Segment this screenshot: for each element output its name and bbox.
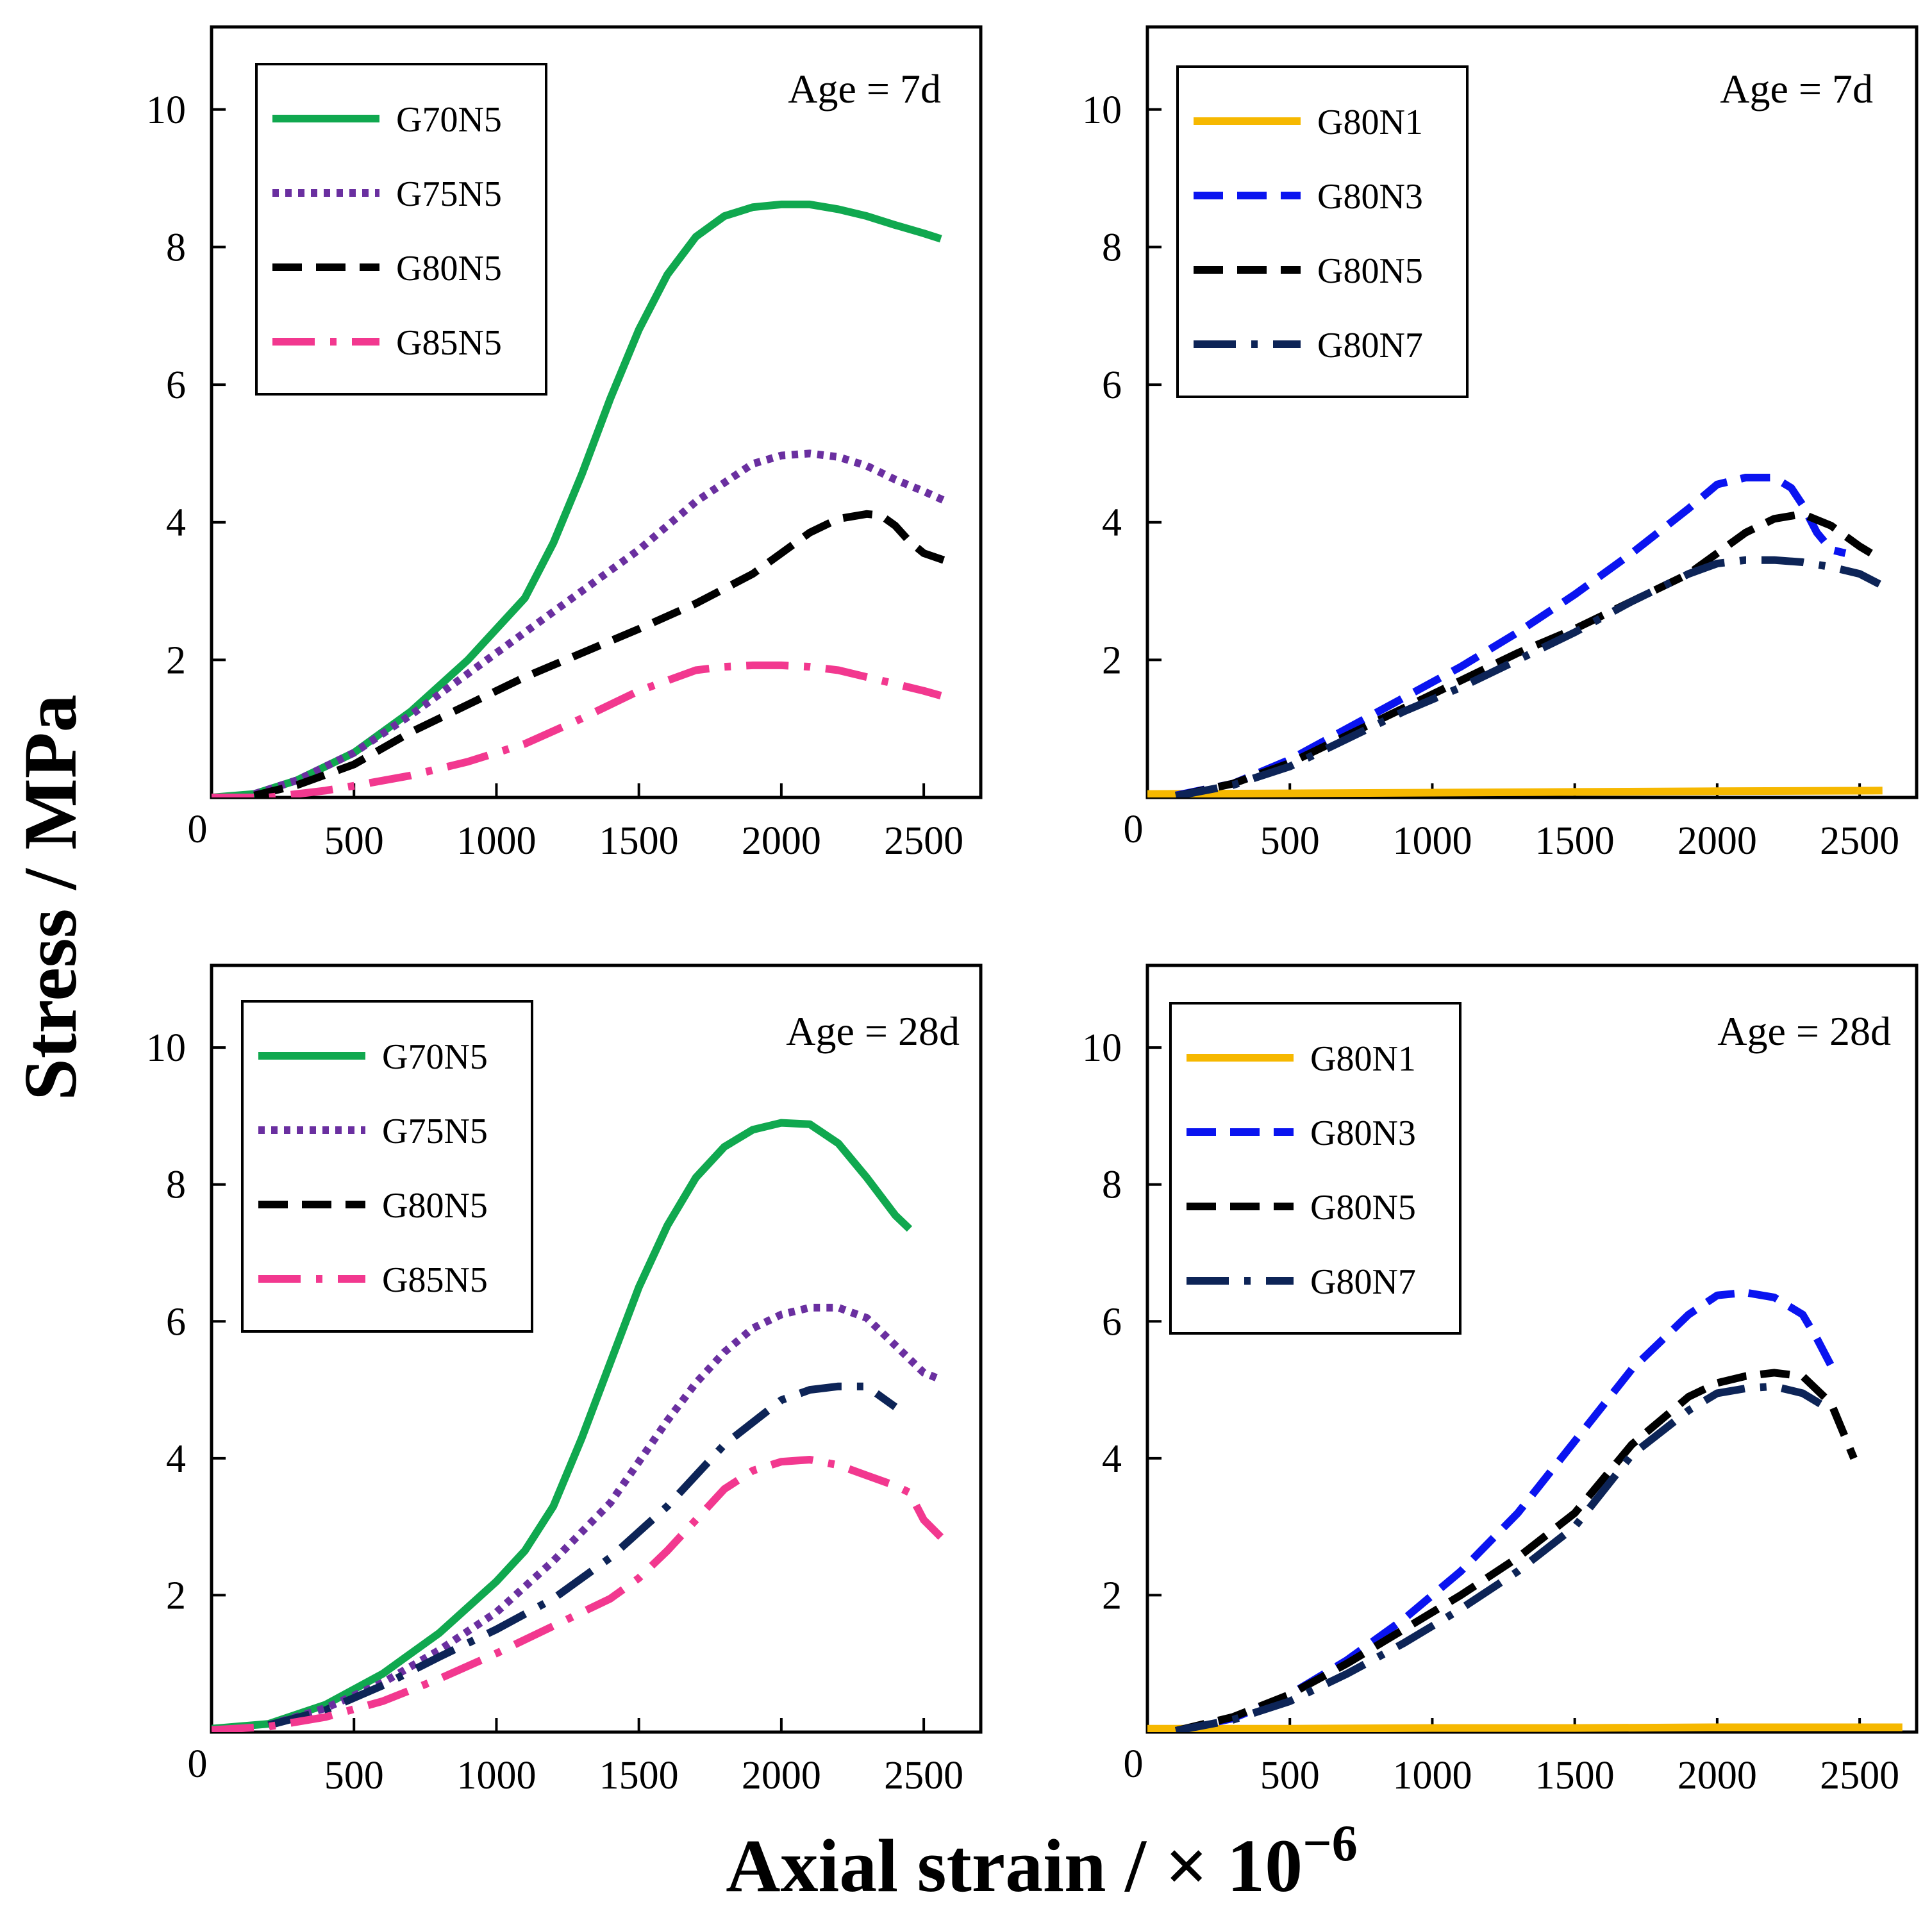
x-tick-label: 2000 [1678, 1754, 1757, 1797]
series-line-g80n7 [267, 1382, 898, 1730]
legend-label-g70n5: G70N5 [382, 1037, 488, 1077]
y-tick-label: 4 [166, 1437, 186, 1481]
series-line-g80n1 [1147, 1723, 1903, 1732]
x-tick-label: 2000 [1678, 819, 1757, 863]
panel-top-left: 2 4 6 8 10 500 1000 1500 2000 2500 0 Age = 7d G70N5 G… [146, 25, 983, 863]
series-line-g80n3 [1175, 474, 1847, 797]
legend-label-g75n5: G75N5 [382, 1112, 488, 1151]
panel-bottom-left: 2 4 6 8 10 500 1000 1500 2000 2500 0 Age = 28d G70N5… [146, 963, 983, 1797]
y-tick-label: 4 [1102, 1437, 1122, 1481]
x-tick-label: 1000 [1392, 819, 1472, 863]
y-axis-title: Stress / MPa [8, 694, 92, 1101]
x-tick-label: 1500 [1535, 1754, 1615, 1797]
age-annotation: Age = 28d [1717, 1008, 1891, 1054]
y-tick-label: 10 [146, 88, 186, 132]
y-tick-label: 8 [166, 1163, 186, 1207]
series-line-g70n5 [212, 1119, 913, 1732]
panel-bottom-right: 2 4 6 8 10 500 1000 1500 2000 2500 0 Age = 28d G80N1… [1082, 963, 1919, 1797]
x-tick-label: 2000 [742, 1754, 821, 1797]
y-tick-label: 6 [1102, 363, 1122, 407]
y-tick-label: 2 [1102, 638, 1122, 682]
x-tick-label: 2500 [884, 819, 963, 863]
legend-label-g70n5: G70N5 [396, 100, 502, 140]
x-tick-label: 2500 [884, 1754, 963, 1797]
age-annotation: Age = 28d [786, 1008, 960, 1054]
y-tick-label: 4 [166, 501, 186, 545]
y-tick-label: 8 [166, 226, 186, 269]
legend-label-g85n5: G85N5 [396, 323, 502, 363]
series-line-g80n1 [1147, 787, 1883, 797]
age-annotation: Age = 7d [1720, 66, 1873, 112]
plot-frame [1145, 963, 1919, 1734]
legend-label-g80n3: G80N3 [1317, 177, 1423, 217]
x-tick-label: 500 [1260, 1754, 1320, 1797]
y-tick-label: 6 [1102, 1300, 1122, 1344]
y-tick-label: 8 [1102, 1163, 1122, 1207]
legend-label-g80n1: G80N1 [1317, 103, 1423, 142]
legend-label-g80n7: G80N7 [1310, 1262, 1416, 1302]
x-tick-label: 1000 [1392, 1754, 1472, 1797]
y-tick-label: 2 [1102, 1574, 1122, 1617]
y-tick-label: 6 [166, 1300, 186, 1344]
legend-label-g85n5: G85N5 [382, 1260, 488, 1300]
series-line-g80n3 [1175, 1288, 1835, 1732]
legend-label-g80n5: G80N5 [396, 249, 502, 288]
x-tick-label: 500 [324, 1754, 384, 1797]
x-tick-label: 2500 [1820, 1754, 1899, 1797]
y-tick-label: 2 [166, 638, 186, 682]
series-line-g75n5 [267, 1303, 943, 1730]
x-tick-label: 1500 [599, 819, 679, 863]
plot-frame [210, 25, 983, 799]
y-tick-label: 10 [1082, 88, 1122, 132]
origin-label: 0 [1124, 808, 1144, 851]
x-axis-title-exponent: −6 [1303, 1815, 1358, 1872]
x-axis-title: Axial strain / × 10−6 [726, 1815, 1357, 1908]
x-tick-label: 1000 [456, 819, 536, 863]
x-tick-label: 2000 [742, 819, 821, 863]
series-line-g85n5 [212, 1456, 944, 1732]
series-line-g85n5 [212, 661, 942, 797]
series-line-g80n7 [1175, 556, 1881, 797]
y-tick-label: 6 [166, 363, 186, 407]
legend-label-g80n5: G80N5 [1310, 1188, 1416, 1228]
series-line-g80n7 [1175, 1382, 1833, 1732]
series-line-g80n5 [1174, 1369, 1858, 1732]
y-tick-label: 4 [1102, 501, 1122, 545]
plot-frame [210, 963, 983, 1734]
origin-label: 0 [1124, 1742, 1144, 1786]
plot-frame [1145, 25, 1919, 799]
legend-label-g80n5: G80N5 [382, 1186, 488, 1226]
legend-label-g80n3: G80N3 [1310, 1113, 1416, 1153]
series-line-g75n5 [253, 449, 949, 797]
x-tick-label: 1000 [456, 1754, 536, 1797]
x-tick-label: 2500 [1820, 819, 1899, 863]
age-annotation: Age = 7d [788, 66, 941, 112]
legend-label-g80n5: G80N5 [1317, 251, 1423, 291]
legend-label-g80n7: G80N7 [1317, 326, 1423, 365]
x-tick-label: 1500 [599, 1754, 679, 1797]
x-axis-title-main: Axial strain / × 10 [726, 1824, 1303, 1908]
x-tick-label: 500 [1260, 819, 1320, 863]
y-tick-label: 10 [146, 1026, 186, 1070]
x-tick-label: 1500 [1535, 819, 1615, 863]
origin-label: 0 [188, 808, 208, 851]
legend-label-g80n1: G80N1 [1310, 1039, 1416, 1079]
panel-top-right: 2 4 6 8 10 500 1000 1500 2000 2500 0 Age = 7d G80N1 G… [1082, 25, 1919, 863]
legend-label-g75n5: G75N5 [396, 174, 502, 214]
y-tick-label: 10 [1082, 1026, 1122, 1070]
x-tick-label: 500 [324, 819, 384, 863]
origin-label: 0 [188, 1742, 208, 1786]
series-line-g80n5 [253, 510, 945, 797]
y-tick-label: 8 [1102, 226, 1122, 269]
y-tick-label: 2 [166, 1574, 186, 1617]
